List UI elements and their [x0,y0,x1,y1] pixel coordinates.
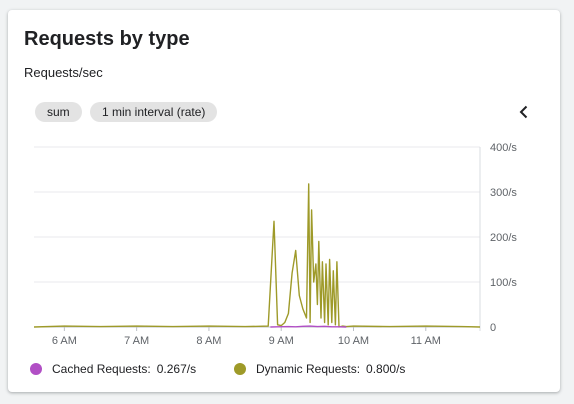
x-tick-label: 6 AM [52,335,77,347]
collapse-chevron-left-icon[interactable] [512,100,536,124]
x-tick-label: 8 AM [196,335,221,347]
y-tick-label: 100/s [490,277,517,289]
cached-swatch [30,363,42,375]
legend-cached[interactable]: Cached Requests: 0.267/s [30,362,196,376]
card-subtitle: Requests/sec [24,65,103,80]
y-axis-ticks: 0 100/s 200/s 300/s 400/s [490,142,517,334]
x-axis-ticks: 6 AM 7 AM 8 AM 9 AM 10 AM 11 AM [52,327,441,347]
dynamic-label: Dynamic Requests: [256,362,361,376]
x-tick-label: 7 AM [124,335,149,347]
interval-chip[interactable]: 1 min interval (rate) [90,102,218,122]
series-line-dynamic-requests [33,183,481,328]
aggregation-chip[interactable]: sum [35,102,82,122]
y-tick-label: 300/s [490,187,517,199]
cached-value: 0.267/s [156,362,197,376]
x-tick-label: 11 AM [411,335,441,347]
dynamic-value: 0.800/s [366,362,406,376]
card-title: Requests by type [24,28,190,50]
dynamic-swatch [234,363,246,375]
legend-dynamic[interactable]: Dynamic Requests: 0.800/s [234,362,405,376]
y-tick-label: 400/s [490,142,517,154]
requests-by-type-card: Requests by type Requests/sec sum 1 min … [8,10,560,392]
series-line-cached-requests [270,325,347,328]
x-tick-label: 9 AM [269,335,294,347]
x-tick-label: 10 AM [338,335,369,347]
chart-grid [34,146,481,331]
cached-label: Cached Requests: [52,362,151,376]
y-tick-label: 0 [490,322,496,334]
chart-series [33,183,481,328]
y-tick-label: 200/s [490,232,517,244]
